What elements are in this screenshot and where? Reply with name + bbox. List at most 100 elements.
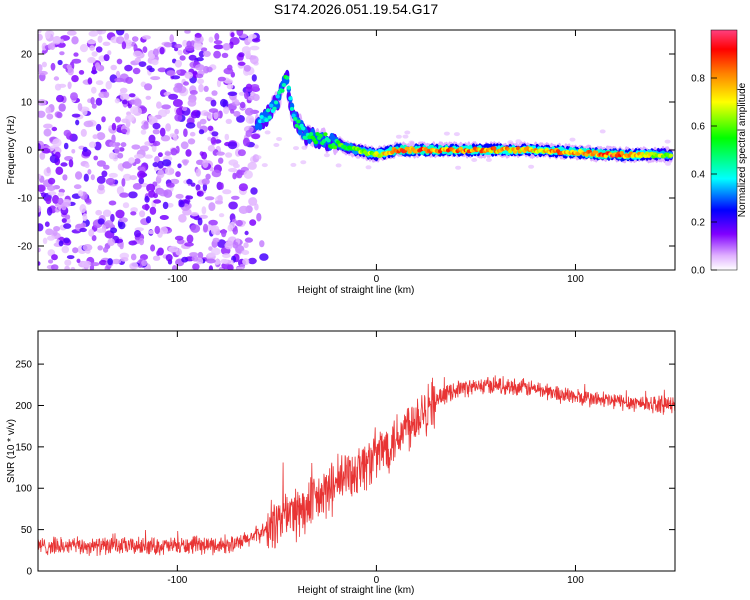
noise-blob xyxy=(57,59,63,66)
noise-blob xyxy=(208,246,213,251)
noise-blob xyxy=(244,107,254,116)
noise-blob xyxy=(84,163,90,168)
snr-ticks: -100 0 100 0 50 100 150 200 250 xyxy=(15,331,675,586)
noise-blob xyxy=(46,206,53,216)
noise-blob xyxy=(174,114,183,122)
noise-blob xyxy=(251,74,257,82)
colorbar-tick-label: 0.8 xyxy=(691,74,705,85)
noise-blob xyxy=(91,65,97,75)
ridge-cell xyxy=(301,126,306,131)
noise-blob xyxy=(165,254,173,262)
noise-blob xyxy=(132,67,141,75)
noise-blob xyxy=(38,70,48,76)
noise-blob xyxy=(227,264,234,270)
noise-blob xyxy=(63,223,72,229)
noise-blob xyxy=(41,61,48,68)
noise-blob xyxy=(323,153,330,158)
noise-blob xyxy=(261,163,268,168)
noise-blob xyxy=(184,242,194,247)
noise-blob xyxy=(214,200,224,205)
noise-blob xyxy=(202,50,211,58)
noise-blob xyxy=(223,67,234,75)
noise-blob xyxy=(138,237,145,246)
noise-blob xyxy=(148,190,156,198)
noise-blob xyxy=(196,121,202,129)
noise-blob xyxy=(201,178,210,185)
noise-blob xyxy=(90,174,95,181)
noise-blob xyxy=(107,50,112,56)
noise-blob xyxy=(157,152,163,158)
noise-blob xyxy=(117,238,124,243)
noise-blob xyxy=(88,57,95,63)
noise-blob xyxy=(232,227,238,235)
noise-blob xyxy=(177,163,182,169)
noise-blob xyxy=(170,75,181,80)
noise-blob xyxy=(149,53,155,60)
noise-blob xyxy=(79,227,87,233)
noise-blob xyxy=(107,258,113,266)
noise-blob xyxy=(152,129,160,135)
noise-blob xyxy=(119,87,128,94)
noise-blob xyxy=(108,200,117,206)
ridge-cell xyxy=(313,140,319,145)
noise-blob xyxy=(213,40,223,45)
noise-blob xyxy=(46,235,55,241)
noise-blob xyxy=(38,261,41,266)
noise-blob xyxy=(248,197,258,206)
noise-blob xyxy=(244,91,249,100)
colorbar-tick-label: 0.4 xyxy=(691,170,705,181)
noise-blob xyxy=(250,84,260,90)
noise-blob xyxy=(182,39,188,47)
noise-blob xyxy=(137,170,146,179)
noise-blob xyxy=(203,111,211,116)
ridge-cell xyxy=(332,145,338,150)
noise-blob xyxy=(244,237,253,243)
noise-blob xyxy=(238,91,246,96)
ridge-cell xyxy=(668,153,674,158)
noise-blob xyxy=(174,235,184,241)
noise-blob xyxy=(75,224,83,229)
ridge-cell xyxy=(294,123,299,128)
ridge-cell xyxy=(281,83,287,87)
ridge-cell xyxy=(321,139,327,144)
noise-blob xyxy=(165,167,174,176)
noise-blob xyxy=(77,103,83,111)
ridge-cell xyxy=(492,146,497,151)
noise-blob xyxy=(82,213,88,222)
noise-blob xyxy=(190,212,199,217)
noise-blob xyxy=(125,76,134,84)
noise-blob xyxy=(226,83,234,90)
noise-blob xyxy=(202,183,208,192)
noise-blob xyxy=(49,42,56,50)
noise-blob xyxy=(175,171,181,178)
noise-blob xyxy=(197,251,204,259)
noise-blob xyxy=(195,64,205,71)
noise-blob xyxy=(141,259,148,267)
noise-blob xyxy=(38,173,42,180)
noise-blob xyxy=(164,151,172,156)
noise-blob xyxy=(190,182,196,187)
noise-blob xyxy=(207,136,212,141)
noise-blob xyxy=(222,99,229,109)
noise-blob xyxy=(44,221,50,227)
noise-blob xyxy=(159,215,169,220)
noise-blob xyxy=(43,128,52,137)
noise-blob xyxy=(290,162,297,167)
noise-blob xyxy=(243,64,251,72)
noise-blob xyxy=(76,258,81,263)
noise-blob xyxy=(254,203,259,211)
ridge-cell xyxy=(265,108,271,113)
noise-blob xyxy=(224,133,230,141)
noise-blob xyxy=(222,253,231,259)
noise-blob xyxy=(96,175,106,184)
noise-blob xyxy=(222,43,231,51)
noise-blob xyxy=(197,217,203,226)
noise-blob xyxy=(56,111,63,119)
noise-blob xyxy=(116,30,125,36)
noise-blob xyxy=(199,118,207,125)
noise-blob xyxy=(41,147,51,154)
noise-blob xyxy=(57,192,65,197)
noise-blob xyxy=(55,166,64,175)
